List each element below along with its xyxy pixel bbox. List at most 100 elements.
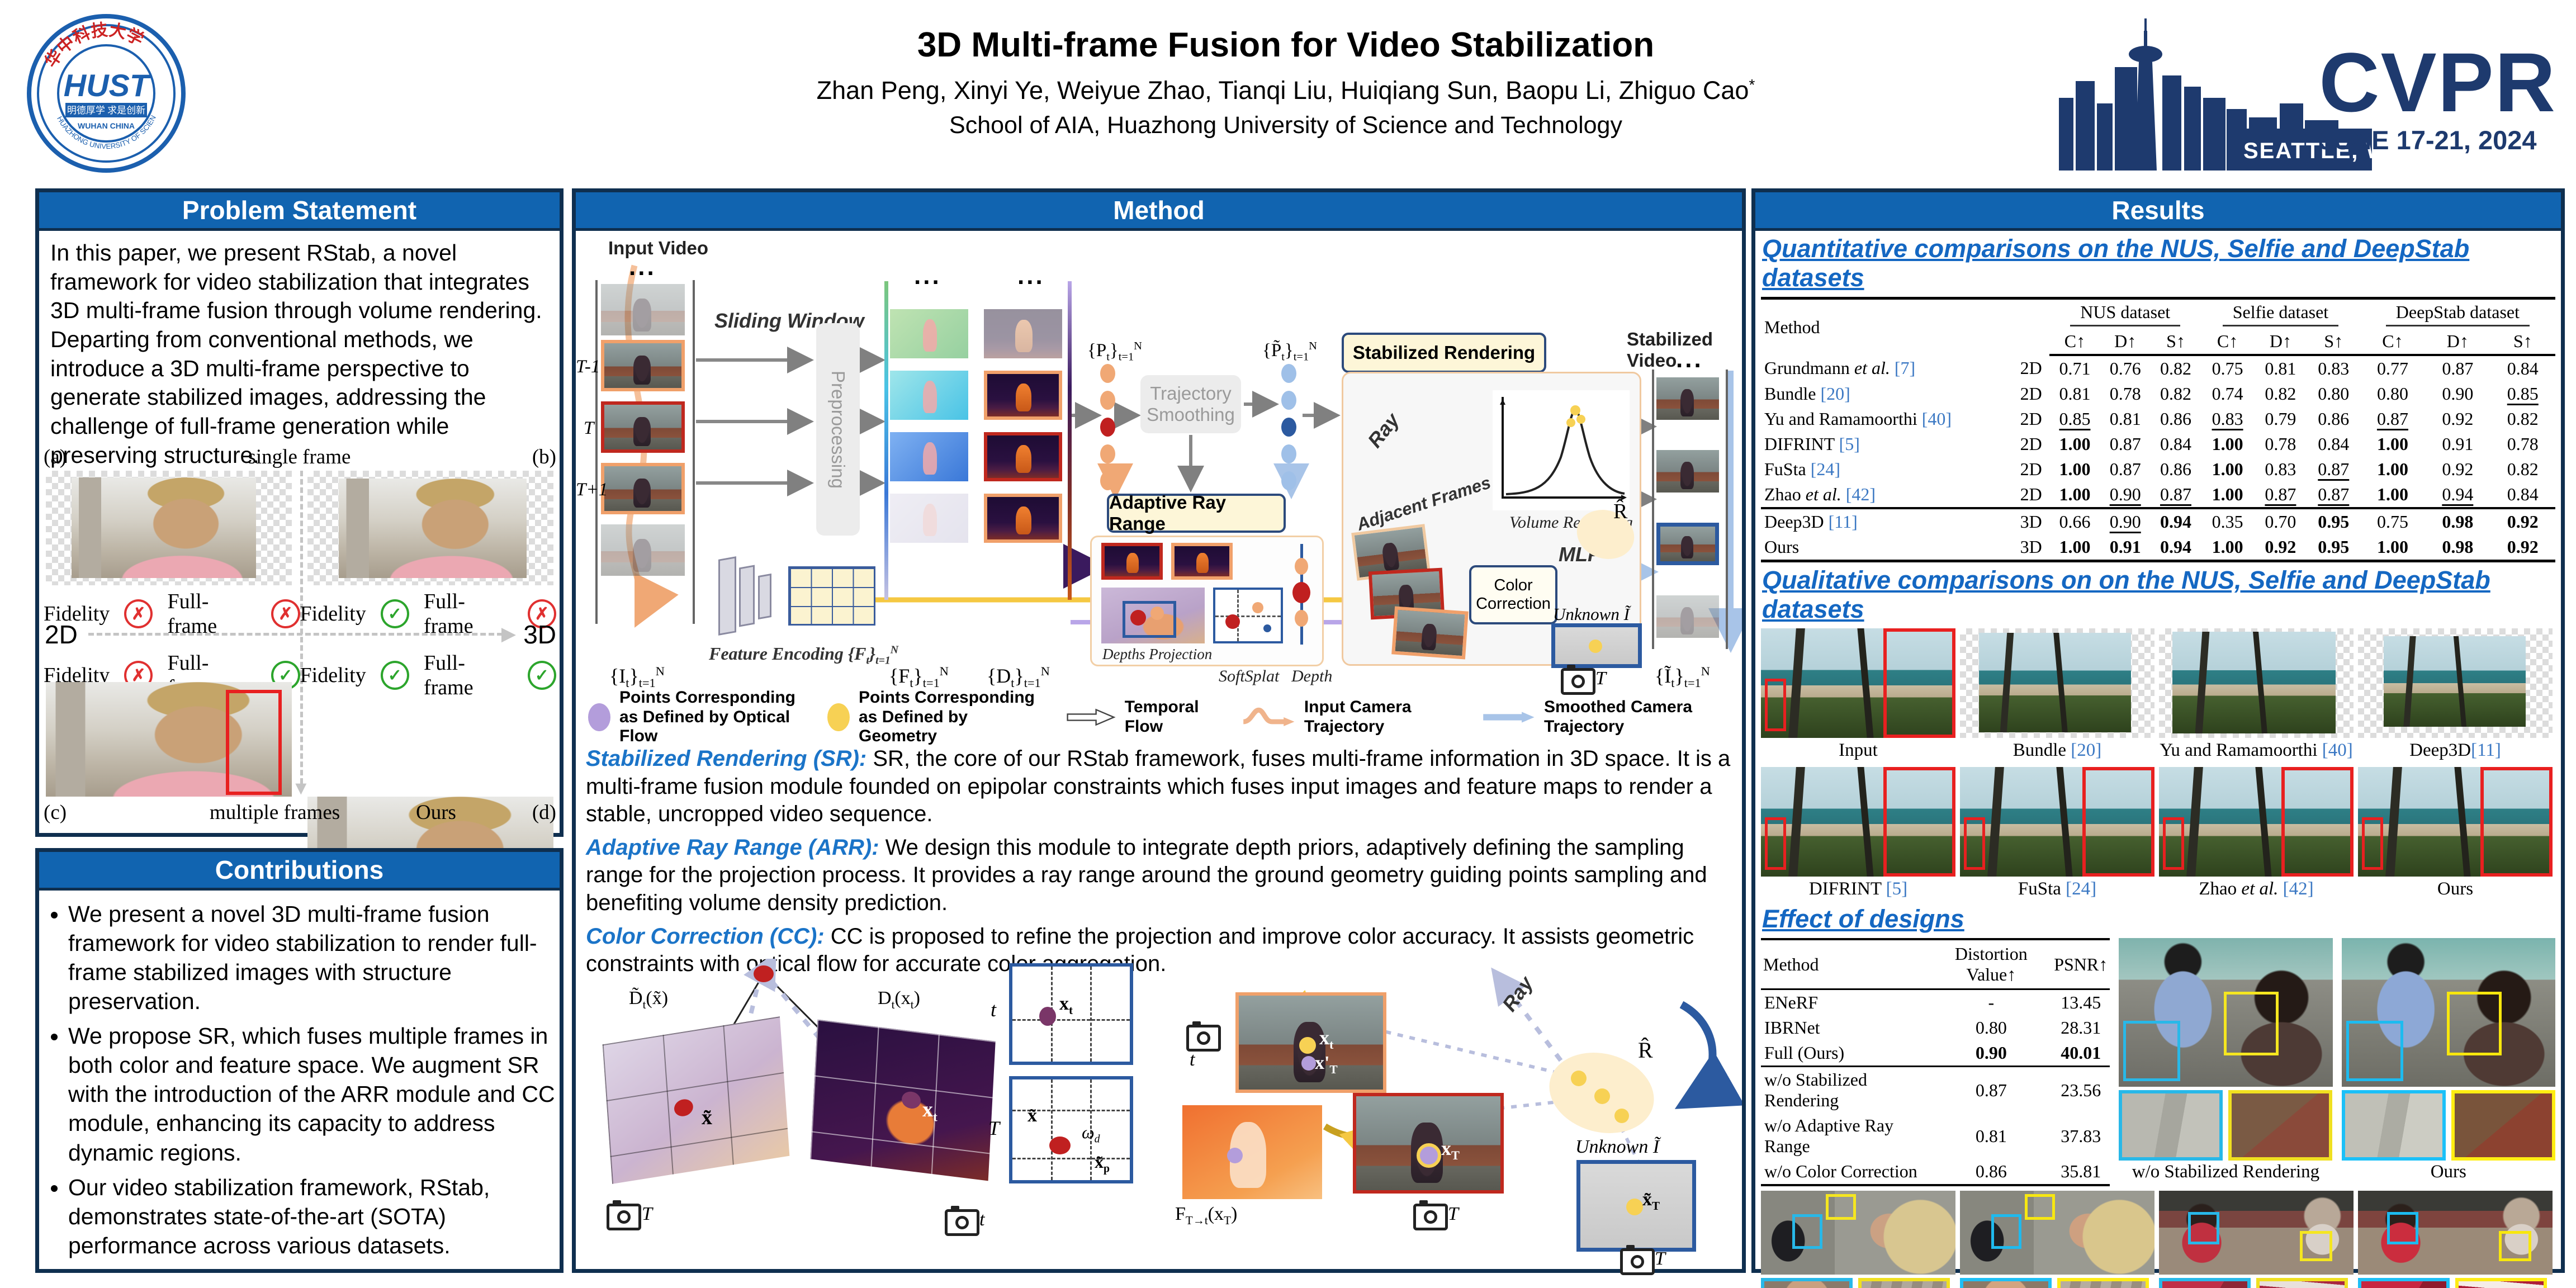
metric-header: C↑ xyxy=(2201,329,2254,356)
fidelity-label: Fidelity xyxy=(300,602,366,626)
qual-cell-zhao: Zhao et al. [42] xyxy=(2159,767,2354,901)
depth-plane-tilde xyxy=(602,1016,790,1184)
ellipsis: ... xyxy=(1017,262,1045,290)
table-row: Yu and Ramamoorthi [40] 2D 0.85 0.81 0.86 0.8… xyxy=(1764,409,2539,429)
method-bottom-diagrams: D̃t(x̃) Dt(xt) x̃ xt T t xyxy=(576,959,1742,1275)
poster-authors: Zhan Peng, Xinyi Ye, Weiyue Zhao, Tianqi… xyxy=(816,76,1755,105)
qual-cell-fusta: FuSta [24] xyxy=(1960,767,2154,901)
cc-flow-label: FT→t(xT) xyxy=(1175,1204,1238,1227)
stabilized-frame xyxy=(1656,377,1719,420)
depth-label: Depth xyxy=(1291,667,1333,685)
depth-sample-dot xyxy=(1295,558,1308,575)
seattle-skyline-icon: SEATTLE, WA xyxy=(2059,18,2403,171)
dataset-header: Selfie dataset xyxy=(2201,297,2360,329)
ablation-row-top: Method Distortion Value↑ PSNR↑ ENeRF -13.45 I… xyxy=(1761,938,2555,1186)
quantitative-table: Method NUS dataset Selfie dataset DeepStab … xyxy=(1761,297,2555,562)
depth-sample-dot xyxy=(1292,582,1310,603)
cvpr-name: CVPR xyxy=(2319,35,2556,129)
frame-label-next: T+1 xyxy=(576,480,608,500)
depth-crop xyxy=(1101,543,1163,580)
qual-cell-input: Input xyxy=(1761,628,1955,763)
contributions-panel: Contributions We present a novel 3D mult… xyxy=(35,848,564,1273)
grid-t-label: t xyxy=(991,998,997,1021)
video-frame-t xyxy=(601,401,685,453)
results-header: Results xyxy=(1755,192,2561,231)
video-frame xyxy=(601,524,685,576)
stabilized-frame xyxy=(1656,595,1719,638)
seq-images-label: {It}t=1N xyxy=(609,664,665,690)
table-row: Full (Ours) 0.90 40.01 xyxy=(1764,1043,2101,1063)
r-hat-label: R̂ xyxy=(1613,500,1628,523)
cvpr-logo: SEATTLE, WA CVPR JUNE 17-21, 2024 xyxy=(2059,14,2562,171)
omega-d-label: ωd xyxy=(1082,1122,1100,1145)
fullframe-label: Full-frame xyxy=(167,590,217,638)
stabilized-frame-current xyxy=(1656,523,1719,565)
encoder-icon xyxy=(718,556,736,636)
fullframe-label: Full-frame xyxy=(423,651,473,699)
optical-flow-map xyxy=(890,432,968,481)
fidelity-mark-b-icon: ✓ xyxy=(380,599,409,628)
fig-corner-d: (d) xyxy=(532,801,556,824)
video-frame-t-plus-1 xyxy=(601,463,685,514)
feature-encoding-label: Feature Encoding {Ft}t=1N xyxy=(709,643,899,667)
cc-xt-label: xt xyxy=(1319,1026,1334,1052)
method-header: Method xyxy=(576,192,1742,231)
poster-title: 3D Multi-frame Fusion for Video Stabiliz… xyxy=(917,26,1655,64)
stabilized-frame xyxy=(1656,450,1719,493)
fig-top-label: single frame xyxy=(248,446,351,468)
flow-rail xyxy=(884,281,888,600)
ablation-fig-wo-cc: w/o Color Correction xyxy=(2159,1191,2354,1288)
qual-cell-ours: Ours xyxy=(2358,767,2553,901)
optical-flow-map xyxy=(890,494,968,543)
seq-features-label: {Ft}t=1N xyxy=(889,664,949,690)
depths-projection-label: Depths Projection xyxy=(1102,646,1213,662)
ray-sample-dot xyxy=(1614,1109,1629,1123)
fig-corner-b: (b) xyxy=(532,446,556,468)
fig-photo-a xyxy=(46,471,292,585)
camera-icon xyxy=(945,1206,979,1236)
depth-t-label: Dt(xt) xyxy=(878,988,920,1011)
seq-depths-label: {Dt}t=1N xyxy=(987,664,1050,690)
dataset-header: NUS dataset xyxy=(2049,297,2201,329)
table-row: DIFRINT [5] 2D 1.00 0.87 0.84 1.00 0.78 0.84 1.0… xyxy=(1764,434,2539,454)
problem-statement-header: Problem Statement xyxy=(39,192,560,231)
legend-item: Smoothed Camera Trajectory xyxy=(1481,698,1731,736)
depth-map xyxy=(984,432,1062,481)
quantitative-heading: Quantitative comparisons on the NUS, Sel… xyxy=(1762,234,2470,292)
camera-icon xyxy=(1561,665,1595,695)
color-correction-box: Color Correction xyxy=(1469,565,1557,624)
results-body: Quantitative comparisons on the NUS, Sel… xyxy=(1761,231,2555,1288)
preprocessing-box: Preprocessing xyxy=(816,323,860,536)
fig-down-arrow-icon: ▼ xyxy=(291,778,311,799)
contributions-list: We present a novel 3D multi-frame fusion… xyxy=(68,899,556,1260)
qual-cell-bundle: Bundle [20] xyxy=(1960,628,2154,763)
feature-grid xyxy=(788,566,875,626)
table-row: w/o Adaptive Ray Range 0.81 37.83 xyxy=(1764,1115,2101,1156)
metric-header: D↑ xyxy=(2425,329,2490,356)
depth-sample-dot xyxy=(1295,610,1308,627)
poster-affiliation: School of AIA, Huazhong University of Sc… xyxy=(949,112,1622,139)
axis-3d-label: 3D xyxy=(523,620,556,649)
traj-out-label: {P̃t}t=1N xyxy=(1262,340,1317,363)
input-trajectory-dots xyxy=(1100,364,1115,490)
ellipsis: ... xyxy=(1676,345,1703,373)
camera-T-label: T xyxy=(1655,1248,1665,1269)
problem-statement-panel: Problem Statement In this paper, we pres… xyxy=(35,188,564,911)
table-row: FuSta [24] 2D 1.00 0.87 0.86 1.00 0.83 0.87 1.00… xyxy=(1764,459,2539,479)
depth-tilde-label: D̃t(x̃) xyxy=(629,988,669,1011)
cc-xT-label: xT xyxy=(1441,1137,1460,1163)
fig-bottom-label: multiple frames xyxy=(209,801,340,824)
camera-icon xyxy=(1186,1021,1221,1052)
qual-cell-deep3d: Deep3D[11] xyxy=(2358,628,2553,763)
trajectory-smoothing-box: Trajectory Smoothing xyxy=(1140,375,1241,433)
table-row: ENeRF -13.45 xyxy=(1764,992,2101,1012)
fig-corner-c: (c) xyxy=(44,801,67,824)
fullframe-label: Full-frame xyxy=(423,590,473,638)
fidelity-mark-a-icon: ✗ xyxy=(124,599,153,628)
poster-header: 3D Multi-frame Fusion for Video Stabiliz… xyxy=(643,25,1929,139)
metric-header: C↑ xyxy=(2049,329,2100,356)
depth-plane-t xyxy=(810,1019,996,1181)
adaptive-ray-range-box: Adaptive Ray Range xyxy=(1107,492,1286,534)
depth-rail xyxy=(1068,281,1072,600)
